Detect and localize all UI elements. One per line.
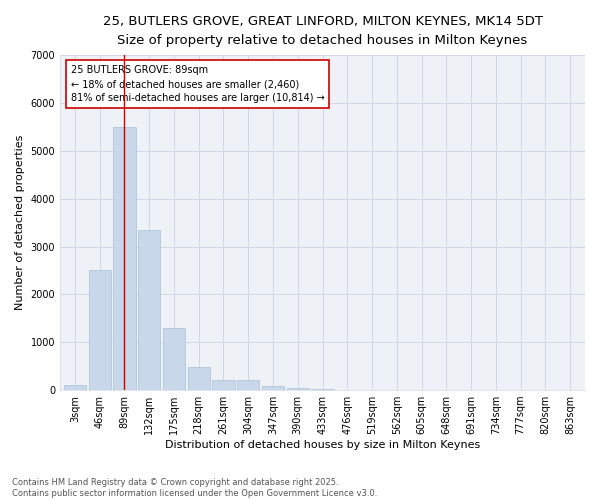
Title: 25, BUTLERS GROVE, GREAT LINFORD, MILTON KEYNES, MK14 5DT
Size of property relat: 25, BUTLERS GROVE, GREAT LINFORD, MILTON… <box>103 15 542 47</box>
X-axis label: Distribution of detached houses by size in Milton Keynes: Distribution of detached houses by size … <box>165 440 480 450</box>
Text: Contains HM Land Registry data © Crown copyright and database right 2025.
Contai: Contains HM Land Registry data © Crown c… <box>12 478 377 498</box>
Bar <box>212 380 235 390</box>
Bar <box>262 386 284 390</box>
Bar <box>188 367 210 390</box>
Bar <box>163 328 185 390</box>
Bar <box>237 380 259 390</box>
Bar <box>64 386 86 390</box>
Bar <box>89 270 111 390</box>
Text: 25 BUTLERS GROVE: 89sqm
← 18% of detached houses are smaller (2,460)
81% of semi: 25 BUTLERS GROVE: 89sqm ← 18% of detache… <box>71 65 324 103</box>
Bar <box>138 230 160 390</box>
Y-axis label: Number of detached properties: Number of detached properties <box>15 135 25 310</box>
Bar <box>311 388 334 390</box>
Bar <box>287 388 309 390</box>
Bar <box>113 127 136 390</box>
